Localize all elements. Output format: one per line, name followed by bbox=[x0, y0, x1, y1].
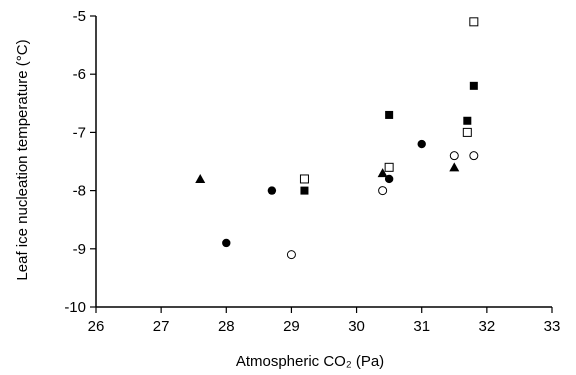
point-open-circle bbox=[286, 250, 296, 260]
y-axis-title: Leaf ice nucleation temperature (°C) bbox=[14, 39, 31, 280]
point-open-square bbox=[384, 162, 394, 172]
x-tick-label: 29 bbox=[283, 318, 300, 335]
point-filled-square bbox=[385, 110, 394, 119]
point-open-circle bbox=[378, 186, 388, 196]
point-filled-circle bbox=[417, 139, 426, 149]
axes bbox=[95, 16, 552, 308]
y-tick-label: -6 bbox=[73, 66, 86, 83]
x-tick-label: 31 bbox=[413, 318, 430, 335]
point-filled-square bbox=[463, 116, 472, 125]
point-open-square bbox=[462, 127, 472, 137]
point-filled-square bbox=[300, 186, 309, 195]
x-tick-label: 27 bbox=[153, 318, 170, 335]
y-tick-label: -8 bbox=[73, 183, 86, 200]
point-filled-circle bbox=[267, 186, 277, 195]
x-axis-title: Atmospheric CO₂ (Pa) bbox=[236, 353, 384, 370]
point-open-square bbox=[299, 174, 309, 184]
y-tick-label: -7 bbox=[73, 124, 86, 141]
point-filled-triangle bbox=[449, 162, 460, 172]
point-open-circle bbox=[469, 151, 479, 161]
point-filled-square bbox=[469, 81, 478, 90]
x-tick-label: 33 bbox=[544, 318, 561, 335]
x-tick-label: 28 bbox=[218, 318, 235, 335]
y-tick-label: -5 bbox=[73, 8, 86, 25]
ticks: 26 27 28 29 30 31 32 33 -10 -9 -8 -7 -6 -5 bbox=[64, 8, 560, 335]
point-filled-triangle bbox=[377, 168, 388, 178]
point-open-circle bbox=[449, 151, 459, 161]
x-tick-label: 26 bbox=[88, 318, 105, 335]
point-filled-circle bbox=[222, 238, 231, 248]
y-tick-label: -9 bbox=[73, 241, 86, 258]
x-tick-label: 30 bbox=[348, 318, 365, 335]
y-tick-label: -10 bbox=[64, 299, 86, 316]
x-tick-label: 32 bbox=[479, 318, 496, 335]
data-points bbox=[195, 17, 479, 260]
point-filled-triangle bbox=[195, 173, 206, 183]
point-open-square bbox=[469, 17, 479, 27]
